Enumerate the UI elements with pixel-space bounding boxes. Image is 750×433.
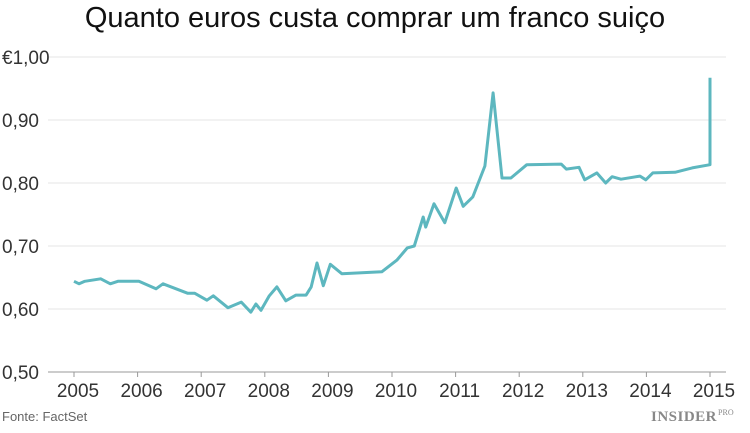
y-tick-label: €1,00 (2, 48, 50, 69)
logo-suffix: PRO (718, 408, 734, 417)
y-axis-ticks: 0,50 0,60 0,70 0,80 0,90 €1,00 (2, 48, 50, 384)
x-tick-label: 2010 (375, 381, 417, 402)
y-tick-label: 0,60 (2, 300, 39, 321)
x-tick-label: 2013 (566, 381, 608, 402)
y-tick-label: 0,50 (2, 363, 39, 384)
y-tick-label: 0,90 (2, 111, 39, 132)
source-note: Fonte: FactSet (2, 409, 88, 424)
x-tick-label: 2009 (311, 381, 353, 402)
x-tick-label: 2005 (57, 381, 99, 402)
insider-pro-logo: INSIDERPRO (651, 408, 734, 426)
x-tick-label: 2006 (120, 381, 162, 402)
y-tick-label: 0,70 (2, 237, 39, 258)
gridlines (48, 56, 726, 373)
y-tick-label: 0,80 (2, 174, 39, 195)
chart-title: Quanto euros custa comprar um franco sui… (84, 2, 666, 34)
x-tick-label: 2015 (693, 381, 735, 402)
x-tick-label: 2012 (502, 381, 544, 402)
x-tick-label: 2014 (629, 381, 672, 402)
logo-main: INSIDER (651, 409, 718, 425)
x-tick-label: 2008 (248, 381, 290, 402)
x-tick-label: 2007 (184, 381, 226, 402)
x-axis-ticks: 2005 2006 2007 2008 2009 2010 2011 2012 2013 2014… (57, 372, 735, 402)
series-line (73, 77, 712, 314)
x-tick-label: 2011 (439, 381, 480, 402)
